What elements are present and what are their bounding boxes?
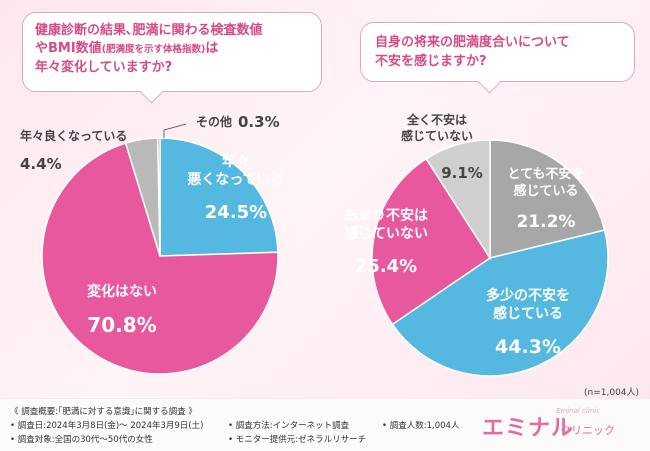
- logo-sub: クリニック: [560, 424, 615, 437]
- question-1-line2: やBMI数値(肥満度を示す体格指数)は: [35, 40, 309, 59]
- survey-footer: 《 調査概要:｢肥満に対する意識｣に関する調査 》 • 調査日:2024年3月8…: [0, 398, 650, 451]
- pie-1-value-2: 70.8%: [87, 313, 156, 337]
- sample-size-note: (n=1,004人): [584, 388, 640, 398]
- survey-summary: 《 調査概要:｢肥満に対する意識｣に関する調査 》: [10, 407, 197, 417]
- pie-1-slice-4: [157, 137, 161, 257]
- pie-2-label-4-line-2: 感じていない: [401, 128, 473, 143]
- pie-2-slice-3: [371, 157, 492, 326]
- pie-2-label-4-line-1: 全く不安は: [406, 112, 467, 127]
- survey-provider: • モニター提供元:ゼネラルリサーチ: [228, 435, 367, 445]
- pie-1-value-1: 24.5%: [205, 202, 267, 223]
- question-1-line1: 健康診断の結果､肥満に関わる検査数値: [35, 23, 263, 38]
- pie-2-value-2: 44.3%: [495, 336, 561, 358]
- survey-target: • 調査対象:全国の30代～50代の女性: [10, 435, 153, 445]
- question-1-line2-a: やBMI数値: [35, 41, 102, 56]
- question-1-line3: 年々変化していますか?: [35, 60, 173, 75]
- pie-chart-1: [41, 137, 279, 375]
- question-2-bubble: 自身の将来の肥満度合いについて 不安を感じますか?: [360, 22, 635, 94]
- pie-1-label-1-line-1: 年々: [222, 153, 250, 170]
- survey-date: • 調査日:2024年3月8日(金)～ 2024年3月9日(土): [10, 421, 204, 431]
- survey-count: • 調査人数:1,004人: [382, 421, 460, 431]
- pie-1-label-2-line-1: 変化はない: [87, 283, 157, 300]
- pie-2-value-1: 21.2%: [517, 212, 576, 232]
- pie-2-label-1-line-2: 感じている: [513, 183, 578, 199]
- pie-1-value-3: 4.4%: [20, 155, 62, 173]
- pie-1-other-leader-line: [163, 123, 187, 138]
- pie-2-label-2-line-1: 多少の不安を: [486, 287, 570, 304]
- logo-english: Eminal clinic: [556, 407, 601, 415]
- survey-method: • 調査方法:インターネット調査: [228, 421, 350, 431]
- pie-2-label-2-line-2: 感じている: [493, 305, 563, 322]
- pie-2-label-3-line-2: 感じていない: [344, 225, 428, 242]
- question-2-line1: 自身の将来の肥満度合いについて: [375, 35, 570, 50]
- pie-2-value-3: 25.4%: [355, 256, 417, 277]
- question-2-line2: 不安を感じますか?: [375, 54, 487, 69]
- question-1-line2-note: (肥満度を示す体格指数): [101, 44, 206, 55]
- pie-2-slice-4: [425, 139, 491, 261]
- pie-1-slice-2: [41, 142, 279, 375]
- pie-chart-2: [371, 139, 609, 377]
- question-1-line2-c: は: [205, 41, 219, 56]
- pie-1-value-4: 0.3%: [238, 113, 280, 131]
- pie-1-label-1-line-2: 悪くなっている: [187, 172, 284, 188]
- question-1-bubble: 健康診断の結果､肥満に関わる検査数値 やBMI数値(肥満度を示す体格指数)は 年…: [22, 12, 322, 104]
- pie-2-slice-2: [391, 229, 609, 377]
- pie-1-slice-1: [159, 137, 279, 257]
- pie-1-label-4: その他: [196, 114, 232, 129]
- pie-2-label-3-line-1: あまり不安は: [344, 207, 428, 224]
- logo-main: エミナル: [482, 416, 575, 441]
- pie-2-value-4: 9.1%: [441, 164, 483, 182]
- pie-2-slice-1: [489, 139, 606, 259]
- pie-2-label-1-line-1: とても不安を: [508, 166, 585, 182]
- pie-1-label-3-line-1: 年々良くなっている: [20, 128, 127, 143]
